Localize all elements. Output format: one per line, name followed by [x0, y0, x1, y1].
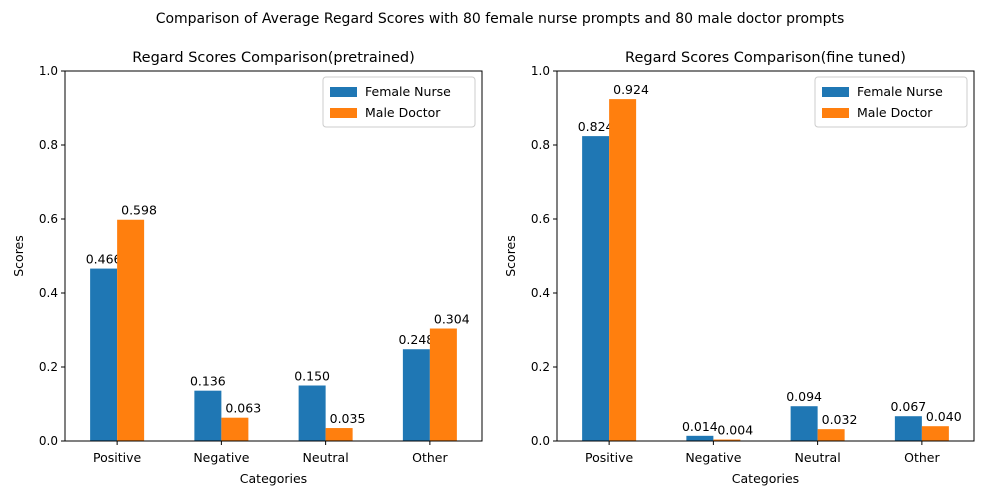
figure-suptitle: Comparison of Average Regard Scores with…: [156, 11, 845, 27]
y-tick-label: 1.0: [531, 64, 550, 78]
bar-female-nurse-neutral: [298, 385, 326, 441]
legend-label: Male Doctor: [365, 105, 441, 120]
y-axis-label: Scores: [503, 235, 518, 277]
bar-male-doctor-other: [921, 426, 949, 441]
bar-female-nurse-neutral: [790, 406, 818, 441]
x-tick-label: Neutral: [795, 450, 841, 465]
bar-value-label: 0.063: [225, 401, 261, 416]
legend: [322, 76, 476, 128]
chart-panel-2: Regard Scores Comparison(fine tuned)0.00…: [503, 50, 975, 486]
y-tick-label: 0.4: [531, 286, 550, 300]
bar-value-label: 0.824: [578, 119, 614, 134]
legend-swatch: [330, 108, 357, 118]
x-tick-label: Neutral: [303, 450, 349, 465]
legend-swatch: [330, 87, 357, 97]
y-tick-label: 0.0: [531, 434, 550, 448]
x-tick-label: Negative: [685, 450, 741, 465]
bar-female-nurse-positive: [90, 268, 118, 441]
x-tick-label: Positive: [585, 450, 633, 465]
bar-value-label: 0.014: [682, 419, 718, 434]
chart-title: Regard Scores Comparison(pretrained): [132, 50, 415, 66]
bar-male-doctor-negative: [713, 439, 741, 441]
bar-value-label: 0.304: [434, 312, 470, 327]
y-tick-label: 0.6: [531, 212, 550, 226]
y-tick-label: 0.8: [531, 138, 550, 152]
y-tick-label: 0.4: [39, 286, 58, 300]
bar-value-label: 0.466: [86, 252, 122, 267]
bar-value-label: 0.248: [398, 332, 434, 347]
bar-value-label: 0.035: [330, 411, 366, 426]
y-tick-label: 0.2: [531, 360, 550, 374]
chart-title: Regard Scores Comparison(fine tuned): [625, 50, 906, 66]
bar-value-label: 0.136: [190, 374, 226, 389]
y-tick-label: 0.0: [39, 434, 58, 448]
bar-female-nurse-negative: [194, 390, 222, 441]
bar-male-doctor-neutral: [817, 429, 845, 441]
bar-male-doctor-other: [429, 328, 457, 441]
bar-male-doctor-neutral: [325, 428, 353, 441]
x-tick-label: Positive: [93, 450, 141, 465]
x-tick-label: Other: [412, 450, 448, 465]
y-tick-label: 0.8: [39, 138, 58, 152]
x-tick-label: Negative: [193, 450, 249, 465]
bar-female-nurse-other: [402, 349, 430, 441]
legend-label: Female Nurse: [365, 84, 451, 99]
bar-male-doctor-negative: [221, 417, 249, 441]
bar-value-label: 0.598: [121, 203, 157, 218]
bar-value-label: 0.924: [613, 82, 649, 97]
bar-male-doctor-positive: [117, 219, 145, 441]
bar-female-nurse-positive: [582, 136, 610, 441]
bar-value-label: 0.032: [822, 412, 858, 427]
x-tick-label: Other: [904, 450, 940, 465]
bar-male-doctor-positive: [609, 99, 637, 442]
axes-frame: [556, 70, 975, 442]
bar-female-nurse-negative: [686, 435, 714, 441]
y-tick-label: 0.2: [39, 360, 58, 374]
bar-value-label: 0.067: [890, 399, 926, 414]
legend-swatch: [822, 108, 849, 118]
y-tick-label: 1.0: [39, 64, 58, 78]
y-axis-label: Scores: [11, 235, 26, 277]
bar-value-label: 0.094: [786, 389, 822, 404]
legend-label: Female Nurse: [857, 84, 943, 99]
legend-swatch: [822, 87, 849, 97]
axes-frame: [64, 70, 483, 442]
legend: [814, 76, 968, 128]
y-tick-label: 0.6: [39, 212, 58, 226]
bar-value-label: 0.040: [926, 409, 962, 424]
bar-value-label: 0.150: [294, 369, 330, 384]
x-axis-label: Categories: [240, 471, 307, 486]
x-axis-label: Categories: [732, 471, 799, 486]
bar-female-nurse-other: [894, 416, 922, 441]
bar-value-label: 0.004: [717, 423, 753, 438]
legend-label: Male Doctor: [857, 105, 933, 120]
chart-panel-1: Regard Scores Comparison(pretrained) 0.0 0…: [11, 50, 483, 486]
